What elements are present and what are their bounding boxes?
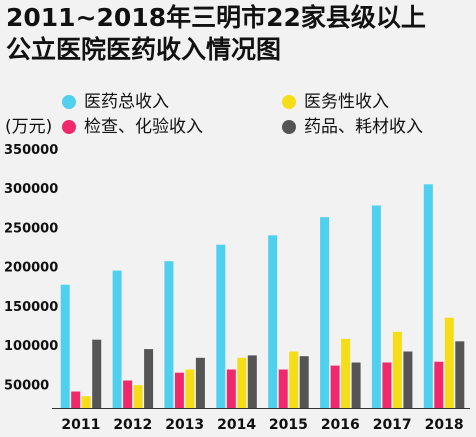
- legend-label-medical-service: 医务性收入: [304, 92, 389, 112]
- x-tick-label: 2013: [165, 417, 204, 433]
- legend-label-drugs: 药品、耗材收入: [304, 117, 423, 137]
- bar-2018-series-3: [455, 341, 465, 408]
- x-tick-label: 2017: [373, 417, 412, 433]
- x-tick-label: 2014: [217, 417, 256, 433]
- x-tick-label: 2016: [321, 417, 360, 433]
- bar-2014-series-3: [247, 355, 257, 408]
- bar-2016-series-1: [330, 365, 340, 408]
- bar-2015-series-1: [278, 369, 288, 408]
- bar-2013-series-1: [174, 372, 184, 408]
- x-axis-ticks: 2011 2012 2013 2014 2015 2016 2017 2018: [61, 417, 463, 433]
- y-tick-label: 200000: [4, 261, 58, 276]
- bar-2018-series-1: [434, 361, 444, 408]
- bar-2012-series-1: [123, 380, 133, 408]
- unit-label: (万元): [5, 117, 53, 137]
- chart-title: 2011~2018年三明市22家县级以上 公立医院医药收入情况图: [6, 2, 470, 66]
- legend-label-exam: 检查、化验收入: [84, 117, 203, 137]
- bar-2016-series-3: [351, 362, 361, 408]
- bar-2017-series-3: [403, 351, 413, 408]
- y-tick-label: 300000: [4, 182, 58, 197]
- x-tick-label: 2018: [425, 417, 464, 433]
- bar-2014-series-0: [216, 244, 226, 408]
- bar-2014-series-1: [226, 369, 236, 408]
- chart-title-line1: 2011~2018年三明市22家县级以上: [6, 3, 426, 32]
- bar-2017-series-0: [371, 205, 381, 408]
- bar-2018-series-2: [444, 317, 454, 408]
- bar-2011-series-2: [81, 396, 91, 408]
- y-tick-label: 250000: [4, 221, 58, 236]
- bar-2016-series-2: [341, 338, 351, 408]
- y-tick-label: 50000: [4, 378, 49, 393]
- bar-2012-series-2: [133, 385, 143, 408]
- bar-2017-series-2: [392, 331, 402, 408]
- y-tick-label: 150000: [4, 300, 58, 315]
- legend-item-drugs: 药品、耗材收入: [282, 117, 423, 137]
- bar-2017-series-1: [382, 362, 392, 408]
- x-tick-label: 2015: [269, 417, 308, 433]
- legend-swatch-drugs: [282, 120, 296, 134]
- x-tick-label: 2011: [61, 417, 100, 433]
- legend-item-total: 医药总收入: [62, 92, 169, 112]
- legend-item-medical-service: 医务性收入: [282, 92, 389, 112]
- legend-item-exam: 检查、化验收入: [62, 117, 203, 137]
- legend-swatch-exam: [62, 120, 76, 134]
- legend-swatch-total: [62, 95, 76, 109]
- bar-2015-series-3: [299, 356, 309, 408]
- bar-2015-series-2: [289, 351, 299, 408]
- bar-2013-series-0: [164, 261, 174, 408]
- bar-2013-series-3: [195, 357, 205, 408]
- bar-2015-series-0: [268, 235, 278, 408]
- chart-title-line2: 公立医院医药收入情况图: [6, 35, 282, 64]
- legend-swatch-medical-service: [282, 95, 296, 109]
- bar-2012-series-3: [144, 349, 154, 408]
- bar-2018-series-0: [423, 184, 433, 408]
- bar-2012-series-0: [112, 270, 122, 408]
- bar-2016-series-0: [320, 217, 330, 408]
- x-tick-label: 2012: [113, 417, 152, 433]
- y-tick-label: 350000: [4, 143, 58, 158]
- y-axis-ticks: 50000 100000 150000 200000 250000 300000 35000…: [4, 143, 58, 394]
- bars-group: [60, 184, 465, 408]
- bar-2011-series-3: [92, 339, 102, 408]
- legend-label-total: 医药总收入: [84, 92, 169, 112]
- bar-2014-series-2: [237, 357, 247, 408]
- bar-2011-series-0: [60, 284, 70, 408]
- bar-2011-series-1: [71, 391, 81, 408]
- y-tick-label: 100000: [4, 339, 58, 354]
- bar-2013-series-2: [185, 369, 195, 408]
